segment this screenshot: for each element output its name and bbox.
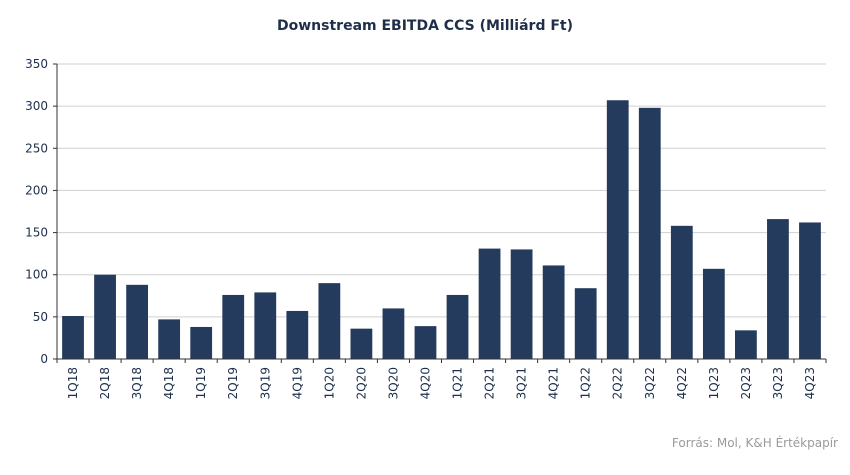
- x-tick-label: 4Q20: [418, 367, 432, 399]
- x-tick-label: 3Q20: [386, 367, 400, 399]
- y-tick-label: 100: [25, 268, 48, 282]
- x-tick-label: 1Q23: [707, 367, 721, 399]
- bar-4q21: [542, 265, 565, 359]
- y-tick-label: 200: [25, 183, 48, 197]
- bar-3q19: [254, 292, 277, 359]
- y-tick-label: 350: [25, 57, 48, 71]
- x-tick-label: 3Q23: [771, 367, 785, 399]
- y-tick-label: 300: [25, 99, 48, 113]
- bar-1q22: [574, 288, 597, 359]
- bar-2q22: [606, 100, 629, 359]
- x-tick-label: 3Q22: [643, 367, 657, 399]
- x-tick-label: 4Q23: [803, 367, 817, 399]
- bar-4q22: [670, 225, 693, 359]
- y-tick-label: 50: [33, 310, 48, 324]
- bar-1q21: [446, 294, 469, 359]
- gridlines: [57, 63, 826, 318]
- x-tick-label: 2Q23: [739, 367, 753, 399]
- x-tick-label: 2Q21: [483, 367, 497, 399]
- x-tick-label: 4Q22: [675, 367, 689, 399]
- y-tick-label: 0: [40, 352, 48, 366]
- bar-2q19: [222, 294, 245, 359]
- source-note: Forrás: Mol, K&H Értékpapír: [671, 436, 838, 450]
- x-tick-label: 3Q19: [258, 367, 272, 399]
- x-tick-label: 1Q20: [322, 367, 336, 399]
- bar-3q22: [638, 107, 661, 359]
- bar-2q20: [350, 328, 373, 359]
- bar-4q23: [799, 222, 821, 359]
- x-tick-label: 1Q19: [194, 367, 208, 399]
- bar-4q20: [414, 326, 437, 359]
- x-tick-label: 4Q18: [162, 367, 176, 399]
- x-tick-label: 4Q21: [547, 367, 561, 399]
- bar-2q18: [94, 274, 116, 359]
- bar-1q19: [190, 326, 213, 359]
- x-tick-label: 2Q18: [98, 367, 112, 399]
- bar-3q20: [382, 308, 405, 359]
- x-tick-labels: 1Q18 2Q18 3Q18 4Q18 1Q19 2Q19 3Q19 4Q19 1Q20 2Q20…: [66, 367, 817, 399]
- bar-4q19: [286, 310, 309, 359]
- y-tick-label: 250: [25, 141, 48, 155]
- bar-3q18: [126, 284, 148, 359]
- bar-2q23: [735, 330, 757, 359]
- bar-1q23: [702, 268, 725, 359]
- bar-2q21: [478, 248, 501, 359]
- x-tick-label: 1Q18: [66, 367, 80, 399]
- bar-1q18: [62, 316, 84, 359]
- y-tick-label: 150: [25, 226, 48, 240]
- x-tick-label: 3Q18: [130, 367, 144, 399]
- bar-3q23: [767, 219, 789, 359]
- x-tick-label: 4Q19: [290, 367, 304, 399]
- axes: [53, 63, 827, 363]
- bar-4q18: [158, 319, 181, 359]
- bar-1q20: [318, 283, 341, 359]
- x-tick-label: 2Q20: [354, 367, 368, 399]
- x-tick-label: 2Q22: [611, 367, 625, 399]
- y-tick-labels: 0 50 100 150 200 250 300 350: [25, 57, 48, 366]
- x-tick-label: 3Q21: [515, 367, 529, 399]
- x-tick-label: 1Q22: [579, 367, 593, 399]
- bar-3q21: [510, 249, 533, 359]
- x-tick-label: 2Q19: [226, 367, 240, 399]
- bars: [62, 100, 821, 359]
- chart-title: Downstream EBITDA CCS (Milliárd Ft): [277, 18, 573, 34]
- x-tick-label: 1Q21: [451, 367, 465, 399]
